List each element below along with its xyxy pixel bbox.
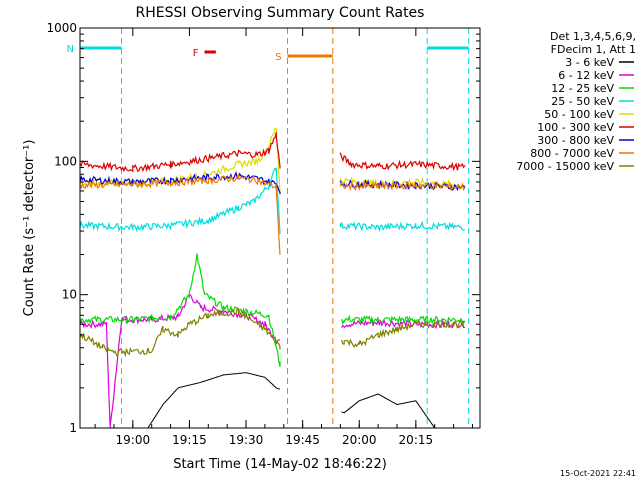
series-layer (79, 128, 466, 429)
series-line-1 (147, 372, 436, 429)
y-tick-label-2: 100 (54, 154, 77, 168)
legend-label-4: 25 - 50 keV (551, 95, 614, 108)
x-tick-label-3: 19:45 (285, 433, 320, 447)
x-tick-label-0: 19:00 (116, 433, 151, 447)
legend-label-3: 12 - 25 keV (551, 82, 614, 95)
y-tick-label-1: 10 (62, 288, 77, 302)
series-line-8 (79, 172, 466, 255)
series-line-6 (79, 132, 466, 173)
legend-label-2: 6 - 12 keV (558, 69, 614, 82)
legend-label-7: 300 - 800 keV (537, 134, 614, 147)
legend-label-1: 3 - 6 keV (565, 56, 614, 69)
series-line-4 (79, 167, 466, 234)
legend-header-1: FDecim 1, Att 1 (551, 43, 636, 56)
flag-s-label: S (275, 52, 281, 63)
y-axis-label: Count Rate (s⁻¹ detector⁻¹) (22, 140, 37, 317)
series-line-9 (79, 307, 465, 358)
legend-header-0: Det 1,3,4,5,6,9, (550, 30, 636, 43)
series-line-3 (79, 253, 466, 367)
y-axis: 1 10 100 1000 (46, 21, 480, 435)
chart-title: RHESSI Observing Summary Count Rates (136, 5, 425, 21)
x-axis-label: Start Time (14-May-02 18:46:22) (173, 457, 387, 472)
x-tick-label-5: 20:15 (399, 433, 434, 447)
x-tick-label-1: 19:15 (172, 433, 207, 447)
legend: Det 1,3,4,5,6,9,FDecim 1, Att 13 - 6 keV… (516, 30, 636, 173)
legend-label-6: 100 - 300 keV (537, 121, 614, 134)
flag-n-label: N (67, 44, 74, 55)
footer-timestamp: 15-Oct-2021 22:41 (560, 469, 636, 478)
flag-f-label: F (193, 48, 199, 59)
plot-frame (79, 27, 481, 429)
y-tick-label-0: 1 (69, 421, 77, 435)
legend-label-9: 7000 - 15000 keV (516, 160, 614, 173)
x-tick-label-4: 20:00 (342, 433, 377, 447)
x-tick-label-2: 19:30 (229, 433, 264, 447)
y-tick-label-3: 1000 (46, 21, 77, 35)
x-axis: 19:00 19:15 19:30 19:45 20:00 20:15 (94, 28, 473, 447)
legend-label-5: 50 - 100 keV (544, 108, 614, 121)
legend-label-8: 800 - 7000 keV (530, 147, 614, 160)
